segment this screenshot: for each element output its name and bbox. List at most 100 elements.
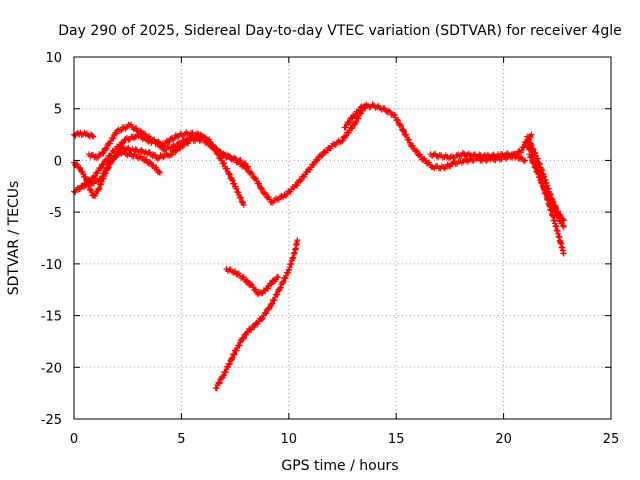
data-point — [256, 180, 263, 187]
data-point — [95, 185, 102, 192]
data-point — [119, 140, 126, 147]
data-point — [100, 161, 107, 168]
data-point — [251, 324, 258, 330]
data-point — [89, 132, 96, 139]
data-point — [249, 171, 256, 177]
data-point — [534, 155, 541, 162]
data-point — [237, 157, 244, 163]
series-track-l — [212, 237, 301, 392]
data-point — [172, 148, 179, 155]
data-point — [221, 160, 228, 167]
y-tick-label: -10 — [41, 258, 62, 273]
data-point — [238, 195, 244, 201]
data-point — [269, 300, 276, 307]
data-point — [245, 163, 251, 170]
data-point — [353, 118, 360, 125]
data-point — [110, 156, 117, 163]
data-point — [522, 157, 529, 164]
data-point — [156, 169, 163, 176]
data-point — [414, 148, 421, 155]
data-point — [103, 145, 110, 151]
data-point — [253, 175, 259, 182]
data-point — [318, 153, 325, 160]
y-tick-label: -15 — [41, 310, 62, 325]
data-point — [226, 171, 233, 178]
data-point — [143, 156, 150, 163]
x-tick-label: 15 — [388, 432, 405, 447]
data-point — [206, 138, 213, 145]
data-point — [274, 291, 281, 298]
data-point — [100, 150, 107, 157]
data-point — [87, 177, 94, 184]
data-point — [541, 185, 548, 192]
data-point — [222, 369, 229, 376]
data-point — [240, 274, 247, 280]
data-point — [216, 380, 222, 387]
data-point — [104, 156, 111, 162]
data-point — [262, 310, 269, 317]
data-point — [345, 129, 352, 136]
data-point — [349, 125, 356, 132]
data-point — [294, 182, 301, 189]
data-point — [152, 152, 159, 159]
x-axis-label: GPS time / hours — [281, 458, 398, 474]
series-track-a — [71, 129, 97, 140]
data-point — [232, 268, 239, 275]
data-point — [520, 158, 527, 165]
data-point — [560, 223, 567, 230]
data-point — [229, 354, 236, 361]
data-point — [319, 152, 326, 159]
data-point — [381, 105, 388, 112]
data-point — [77, 185, 84, 192]
data-point — [98, 175, 105, 182]
data-point — [187, 136, 194, 143]
data-point — [220, 372, 227, 379]
data-point — [298, 177, 305, 183]
y-axis-label: SDTVAR / TECUs — [6, 181, 22, 296]
data-point — [413, 147, 420, 154]
data-point — [90, 133, 97, 140]
data-point — [104, 165, 111, 172]
data-point — [74, 161, 81, 168]
data-points — [71, 101, 567, 392]
data-point — [243, 277, 250, 284]
data-point — [240, 336, 247, 342]
data-point — [244, 329, 251, 336]
data-point — [168, 151, 175, 158]
x-tick-label: 20 — [495, 432, 512, 447]
data-point — [110, 135, 117, 142]
y-tick-label: -25 — [41, 413, 62, 428]
data-point — [560, 222, 566, 229]
data-point — [297, 178, 304, 185]
data-point — [253, 286, 259, 293]
data-point — [236, 342, 243, 349]
data-point — [120, 139, 127, 146]
data-point — [391, 111, 398, 118]
data-point — [395, 117, 401, 124]
data-point — [528, 142, 535, 149]
y-tick-label: 10 — [45, 51, 62, 66]
data-point — [262, 191, 269, 198]
data-point — [271, 297, 278, 304]
data-point — [228, 355, 235, 362]
y-tick-label: 5 — [54, 103, 62, 118]
data-point — [528, 131, 535, 138]
data-point — [233, 185, 240, 192]
y-tick-label: -5 — [49, 206, 62, 221]
data-point — [93, 154, 100, 161]
data-point — [531, 164, 538, 170]
series-track-e — [81, 129, 251, 187]
data-point — [98, 165, 105, 172]
data-point — [107, 140, 114, 147]
data-point — [410, 143, 417, 149]
data-point — [178, 142, 185, 149]
data-point — [338, 138, 345, 145]
grid-lines — [74, 57, 611, 419]
data-point — [552, 209, 559, 216]
data-point — [133, 125, 140, 132]
data-point — [210, 143, 217, 150]
data-point — [173, 147, 180, 154]
data-point — [240, 201, 247, 208]
